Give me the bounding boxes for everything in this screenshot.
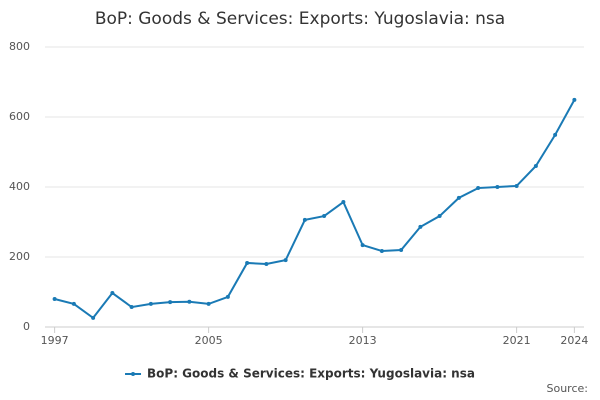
x-tick-label: 2005 [195, 334, 223, 347]
x-tick-label: 2013 [349, 334, 377, 347]
point [283, 258, 288, 263]
point [360, 243, 365, 248]
point [302, 217, 307, 222]
point [399, 248, 404, 252]
chart-title: BoP: Goods & Services: Exports: Yugoslav… [95, 9, 505, 29]
point [514, 183, 519, 188]
point [71, 301, 76, 306]
legend-item: BoP: Goods & Services: Exports: Yugoslav… [125, 367, 475, 381]
point [456, 195, 461, 200]
y-tick-label: 800 [9, 40, 30, 53]
point [187, 299, 192, 304]
point [379, 249, 384, 254]
legend-marker [131, 372, 136, 376]
point [245, 260, 250, 265]
point [168, 300, 173, 305]
source: Source: [547, 382, 589, 395]
legend-label: BoP: Goods & Services: Exports: Yugoslav… [147, 367, 475, 381]
point [52, 297, 57, 301]
point [129, 305, 134, 310]
x-tick-label: 1997 [41, 334, 69, 347]
y-tick-label: 0 [23, 320, 30, 333]
y-tick-label: 200 [9, 250, 30, 263]
x-tick-label: 2024 [560, 334, 588, 347]
point [533, 164, 538, 168]
point [495, 185, 500, 189]
point [206, 301, 211, 306]
x-tick-label: 2021 [503, 334, 531, 347]
point [91, 315, 96, 320]
point [341, 200, 346, 205]
point [110, 291, 115, 296]
point [476, 186, 481, 191]
point [148, 301, 153, 306]
series-line [54, 99, 576, 320]
y-tick-label: 600 [9, 110, 30, 123]
point [418, 224, 423, 229]
point [225, 294, 230, 299]
point [437, 214, 442, 219]
point [322, 214, 327, 219]
y-tick-label: 400 [9, 180, 30, 193]
point [553, 132, 558, 137]
point [264, 262, 269, 266]
point [572, 97, 577, 102]
